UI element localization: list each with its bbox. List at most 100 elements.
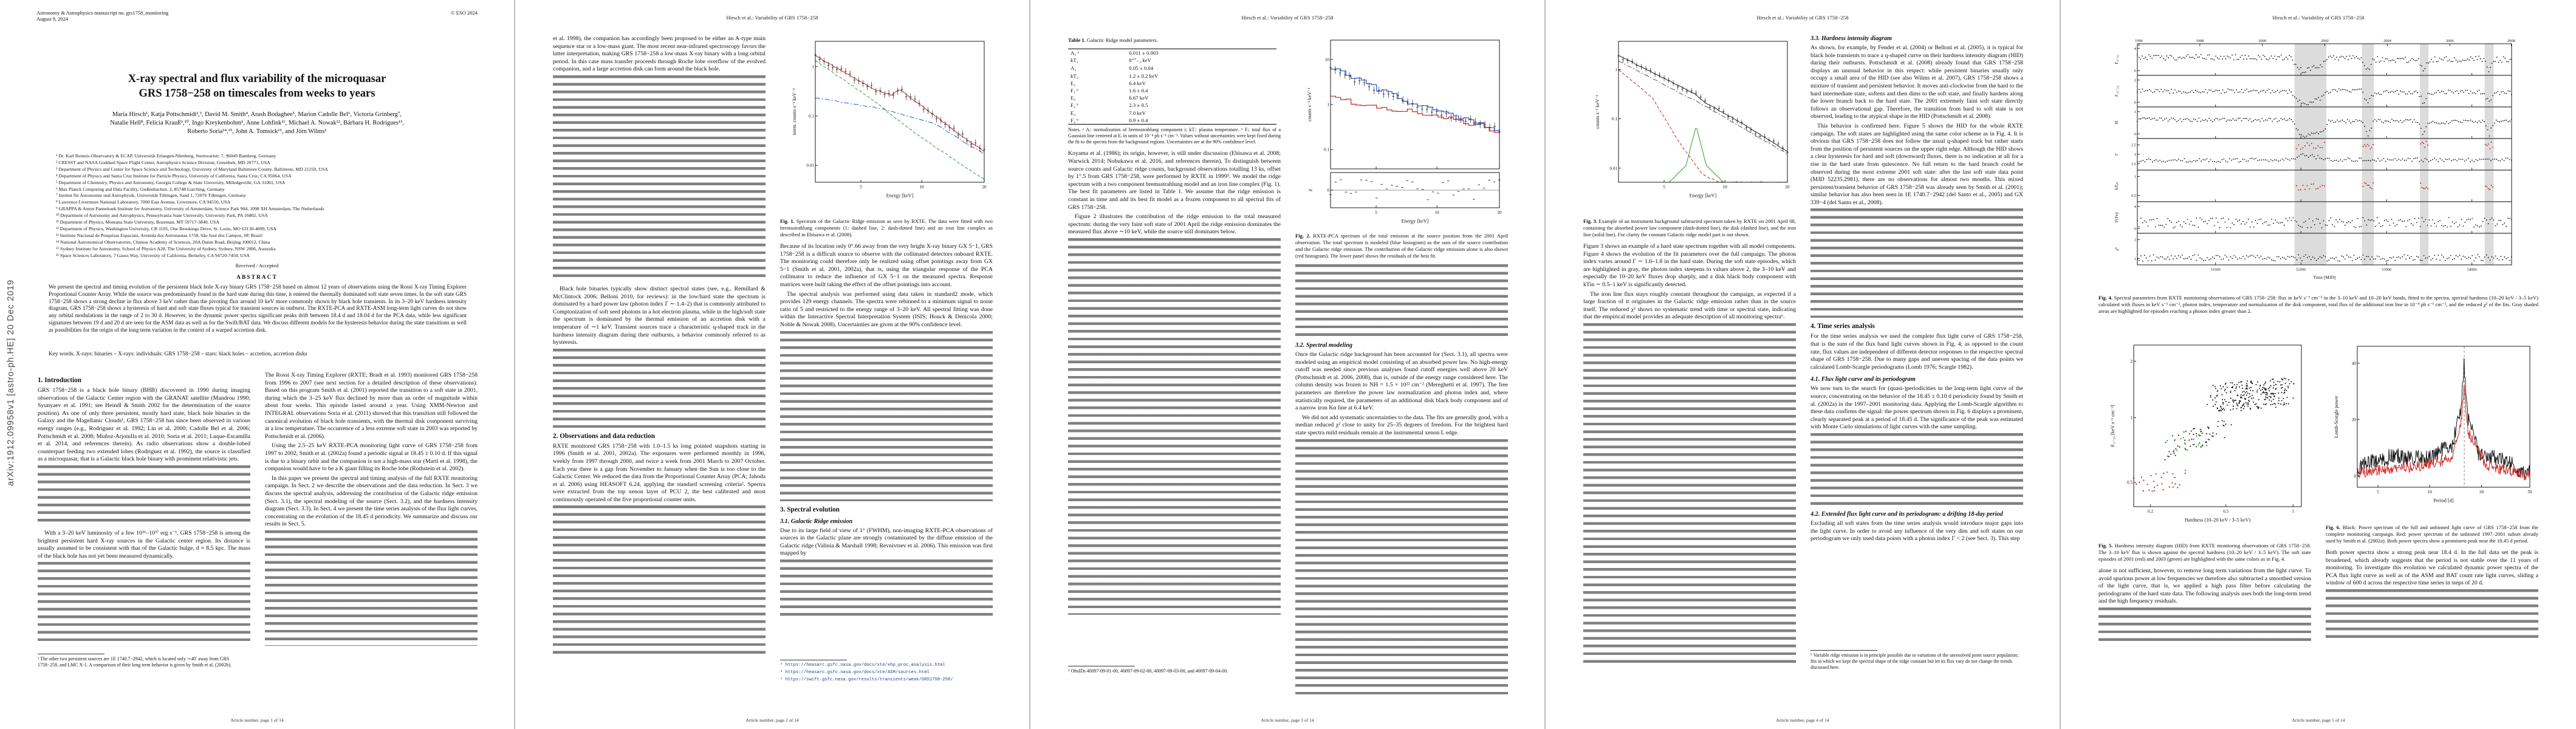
svg-text:H: H <box>2114 121 2119 125</box>
svg-text:51000: 51000 <box>2211 267 2221 272</box>
svg-text:20: 20 <box>2352 417 2357 422</box>
footnote-link[interactable]: ² https://heasarc.gsfc.nasa.gov/docs/xte… <box>780 663 945 668</box>
body-paragraph: alone is not sufficient, however, to rem… <box>2098 567 2311 605</box>
greeked-text-block <box>553 75 766 282</box>
svg-text:1: 1 <box>2134 110 2136 114</box>
affiliation-item: ¹ Dr. Karl Remeis-Observatory & ECAP, Un… <box>56 153 276 159</box>
table-cell: F₁ ᵇ <box>1070 87 1078 94</box>
table-cell: F₂ ᵇ <box>1070 102 1078 109</box>
body-paragraph: GRS 1758−258 is a black hole binary (BHB… <box>38 387 250 463</box>
svg-text:0: 0 <box>2354 474 2356 479</box>
running-head: Hirsch et al.: Variability of GRS 1758−2… <box>726 15 818 21</box>
figure-label: Fig. 2. <box>1295 233 1310 239</box>
figure-label: Fig. 1. <box>780 218 795 224</box>
subsection-heading-hid: 3.3. Hardness intensity diagram <box>1810 35 1892 42</box>
figure-2-plot: 0.1 1 10 counts s⁻¹ keV⁻¹ 5 10 20 0 Energy [keV]… <box>1307 39 1502 224</box>
svg-text:1.5: 1.5 <box>2131 162 2136 166</box>
svg-text:20: 20 <box>982 185 987 190</box>
svg-text:2004: 2004 <box>2383 39 2392 43</box>
title-block: X-ray spectral and flux variability of t… <box>49 72 465 101</box>
eso-copyright: © ESO 2024 <box>451 10 478 16</box>
footnote-link[interactable]: ³ https://heasarc.gsfc.nasa.gov/docs/xte… <box>780 670 930 675</box>
table-row: F₃ ᵇ 0.9 ± 0.4 <box>1068 117 1276 125</box>
body-paragraph: Figure 2 illustrates the contribution of… <box>1068 213 1281 236</box>
page-2: Hirsch et al.: Variability of GRS 1758−2… <box>515 0 1030 729</box>
figure-4-plot: 1996 1998 2000 2002 2004 2006 200804F₃₋₁₀02F₁₀… <box>2114 39 2515 280</box>
affiliation-item: ⁹ GRAPPA & Anton Pannekoek Institute for… <box>56 206 324 212</box>
table-caption-text: Galactic Ridge model parameters. <box>1086 37 1158 43</box>
footnote-block: ⁵ ObsIDs 40097-09-01-00, 40097-09-02-00,… <box>1068 666 1281 676</box>
svg-text:10: 10 <box>920 185 925 190</box>
figure-2: 0.1 1 10 counts s⁻¹ keV⁻¹ 5 10 20 0 Energy [keV]… <box>1295 35 1508 231</box>
svg-text:5: 5 <box>860 185 862 190</box>
body-paragraph: Once the Galactic ridge background has b… <box>1295 351 1508 412</box>
manuscript-id: Astronomy & Astrophysics manuscript no. … <box>36 10 169 16</box>
subsection-heading-galactic-ridge: 3.1. Galactic Ridge emission <box>780 518 853 525</box>
figure-caption-text: Example of an instrument background subt… <box>1583 218 1796 238</box>
figure-label: Fig. 3. <box>1583 218 1597 224</box>
body-paragraph: The iron line flux stays roughly constan… <box>1583 290 1796 321</box>
svg-text:0.1: 0.1 <box>1612 117 1617 122</box>
table-row: E₁ 6.4 keV <box>1068 80 1276 87</box>
arxiv-stamp: arXiv:1912.09958v1 [astro-ph.HE] 20 Dec … <box>6 279 16 486</box>
greeked-text-block <box>1583 323 1796 663</box>
table-cell: 0.05 ± 0.04 <box>1129 65 1154 72</box>
page-1: Astronomy & Astrophysics manuscript no. … <box>0 0 515 729</box>
svg-text:F₁₀₋₂₀: F₁₀₋₂₀ <box>2114 85 2119 97</box>
body-paragraph: This behavior is confirmed here. Figure … <box>1810 122 2023 206</box>
table-cell: 1.2 ± 0.2 keV <box>1129 72 1159 79</box>
affiliation-list: ¹ Dr. Karl Remeis-Observatory & ECAP, Un… <box>56 153 463 259</box>
svg-text:1: 1 <box>1327 103 1329 108</box>
affiliation-item: ³ Department of Physics and Center for S… <box>56 166 328 172</box>
figure-1: 5 10 20 0.01 0.1 1 Energy [keV] norm. counts s⁻… <box>780 35 993 216</box>
affiliation-item: ¹⁶ Space Sciences Laboratory, 7 Gauss Wa… <box>56 252 250 258</box>
svg-text:5: 5 <box>1375 210 1377 215</box>
table-1-caption: Table 1. Galactic Ridge model parameters… <box>1068 37 1281 44</box>
table-cell: kT₁ <box>1070 57 1078 64</box>
table-cell: 2.3 ± 0.5 <box>1129 102 1148 109</box>
table-cell: A₂ <box>1070 65 1077 72</box>
figure-6: 5 10 20 50 0 20 40 Period [d] Lomb-Scargle power <box>2326 340 2538 522</box>
svg-text:2.5: 2.5 <box>2131 143 2136 148</box>
body-paragraph: We did not add systematic uncertainties … <box>1295 414 1508 436</box>
svg-text:0: 0 <box>2134 100 2136 104</box>
section-heading-spectral-evolution: 3. Spectral evolution <box>780 505 840 513</box>
svg-text:0: 0 <box>2134 69 2136 73</box>
greeked-text-block <box>1295 439 1508 694</box>
body-paragraph: Using the 2.5–25 keV RXTE-PCA monitoring… <box>265 442 478 473</box>
svg-text:0.1: 0.1 <box>1324 148 1329 152</box>
greeked-text-block <box>780 330 993 501</box>
text-column-left: 5 10 20 0.01 0.1 1 Energy [keV] counts s⁻¹ keV⁻… <box>1583 35 1796 697</box>
text-column-left: 1. Introduction GRS 1758−258 is a black … <box>38 372 250 649</box>
running-head: Hirsch et al.: Variability of GRS 1758−2… <box>2272 15 2365 21</box>
svg-text:kTᵢₙ: kTᵢₙ <box>2114 182 2119 190</box>
svg-text:1: 1 <box>2130 416 2132 420</box>
galactic-ridge-table: A₁ ᵃ 0.011 ± 0.003 kT₁ 8⁺⁷₋₂ keV A₂ 0.05 ± 0.… <box>1068 49 1276 125</box>
table-cell: 7.0 keV <box>1129 109 1146 116</box>
footnote-block: ⁶ Variable ridge emission is in principl… <box>1810 650 2023 672</box>
body-paragraph: RXTE monitored GRS 1758−258 with 1.0–1.5… <box>553 442 766 503</box>
figure-5: 0.2 0.5 1 0.5 1 2 Hardness (10–20 keV / 3–5 ke… <box>2098 340 2311 541</box>
footnote-link[interactable]: ⁴ https://swift.gsfc.nasa.gov/results/tr… <box>780 677 953 682</box>
text-column-right: 5 10 20 50 0 20 40 Period [d] Lomb-Scargle power… <box>2326 340 2538 657</box>
svg-text:53000: 53000 <box>2382 267 2391 272</box>
text-column-left: et al. 1998), the companion has accordin… <box>553 35 766 697</box>
manuscript-info: Astronomy & Astrophysics manuscript no. … <box>36 10 168 22</box>
running-head: Hirsch et al.: Variability of GRS 1758−2… <box>1241 15 1334 21</box>
page-footer: Article number, page 2 of 14 <box>745 717 799 723</box>
compile-date: August 9, 2024 <box>36 16 69 22</box>
affiliation-item: ¹⁴ National Astronomical Observatories, … <box>56 239 270 245</box>
body-paragraph: For the time series analysis we used the… <box>1810 333 2023 371</box>
affiliation-item: ¹³ Instituto Nacional de Pesquisas Espac… <box>56 232 262 238</box>
svg-text:5: 5 <box>1663 185 1665 190</box>
section-heading-time-series: 4. Time series analysis <box>1810 323 1875 330</box>
svg-text:4: 4 <box>2134 47 2137 51</box>
table-cell: 1.6 ± 0.4 <box>1129 87 1148 94</box>
body-paragraph: Excluding all soft states from the time … <box>1810 520 2023 542</box>
svg-text:2: 2 <box>2134 152 2136 157</box>
table-cell: 6.4 keV <box>1129 80 1146 86</box>
author-line: Natalie Hell⁸, Felicia Krauß⁹,¹⁰, Ingo K… <box>110 119 404 126</box>
svg-text:0.01: 0.01 <box>1609 166 1617 171</box>
svg-text:1: 1 <box>812 64 814 69</box>
text-column-left: Table 1. Galactic Ridge model parameters… <box>1068 35 1281 655</box>
